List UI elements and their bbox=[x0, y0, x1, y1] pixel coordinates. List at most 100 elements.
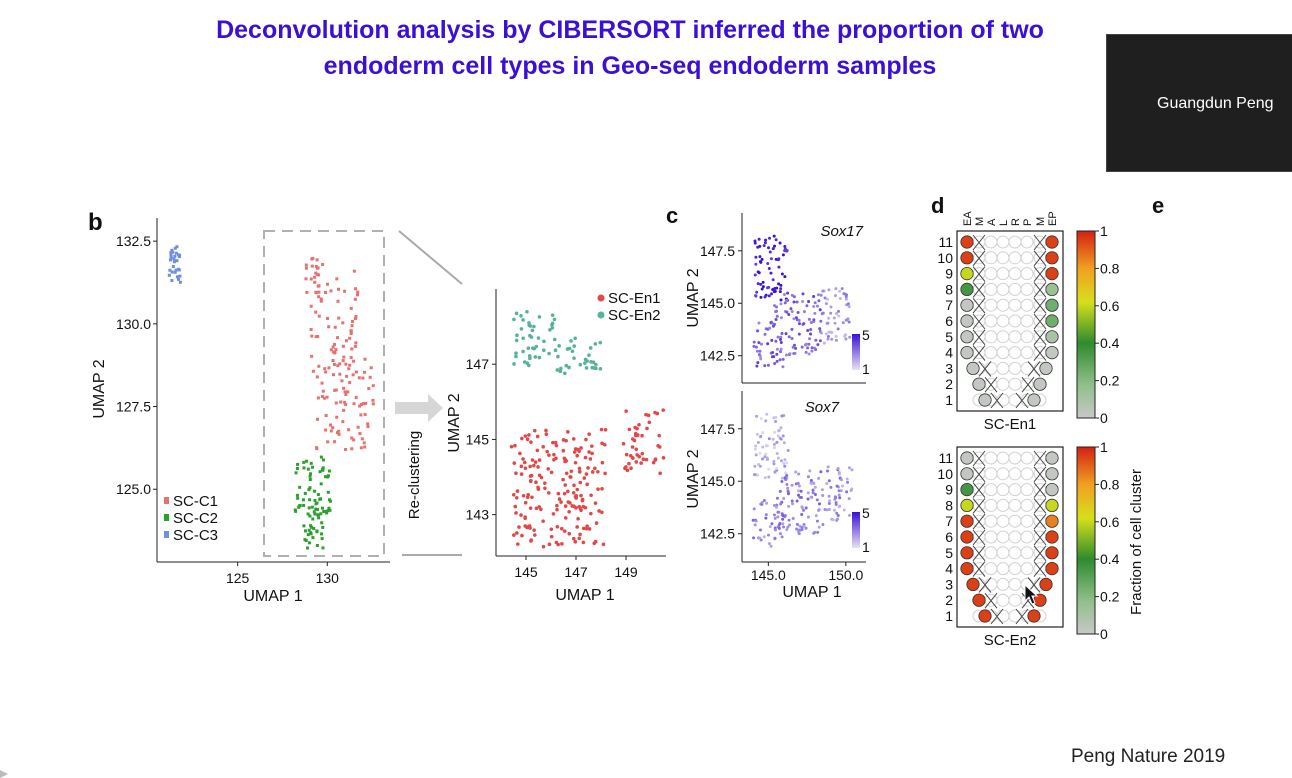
point bbox=[363, 357, 367, 361]
point bbox=[342, 408, 346, 412]
fraction-spot bbox=[1045, 530, 1059, 544]
point bbox=[554, 443, 559, 448]
column-labels: EA M A L R P M EP bbox=[962, 211, 1059, 226]
point bbox=[804, 526, 808, 530]
point bbox=[661, 408, 666, 412]
fraction-spot bbox=[960, 345, 974, 360]
column-label: EP bbox=[1047, 211, 1059, 226]
point bbox=[523, 500, 528, 505]
point bbox=[833, 294, 837, 298]
point bbox=[315, 543, 319, 547]
empty-spot bbox=[996, 498, 1010, 512]
lattice-line bbox=[972, 313, 986, 330]
point bbox=[319, 455, 323, 459]
point bbox=[561, 448, 566, 453]
point bbox=[550, 321, 555, 326]
point bbox=[624, 452, 629, 457]
point bbox=[600, 460, 605, 465]
point bbox=[331, 426, 335, 430]
gene-title: Sox7 bbox=[805, 399, 840, 416]
point bbox=[587, 432, 591, 437]
point bbox=[813, 530, 817, 534]
lattice-line bbox=[1033, 466, 1047, 483]
point bbox=[827, 316, 831, 320]
point bbox=[760, 257, 764, 261]
point bbox=[537, 473, 542, 478]
point bbox=[337, 287, 341, 291]
selection-box bbox=[263, 230, 385, 557]
point bbox=[522, 360, 527, 364]
point bbox=[829, 485, 833, 489]
point bbox=[319, 299, 323, 303]
point bbox=[176, 277, 180, 281]
point bbox=[336, 364, 340, 368]
lattice-line bbox=[1033, 297, 1047, 314]
point bbox=[831, 518, 835, 522]
point bbox=[309, 461, 313, 465]
point bbox=[321, 546, 325, 550]
point bbox=[321, 262, 325, 266]
point bbox=[837, 472, 841, 476]
empty-spot bbox=[984, 282, 998, 296]
fraction-spot bbox=[1033, 377, 1047, 391]
point bbox=[755, 432, 759, 436]
point bbox=[819, 319, 823, 323]
colorbar-tick-label: 0.6 bbox=[1100, 298, 1120, 314]
point bbox=[844, 297, 848, 301]
y-tick-label: 127.5 bbox=[116, 399, 151, 415]
point bbox=[315, 258, 319, 262]
point bbox=[308, 474, 312, 478]
point bbox=[534, 506, 539, 511]
point bbox=[809, 478, 813, 482]
point bbox=[792, 317, 796, 321]
point bbox=[562, 491, 567, 496]
point bbox=[621, 441, 626, 446]
participant-video-tile[interactable]: Guangdun Peng bbox=[1106, 34, 1292, 172]
point bbox=[327, 498, 331, 502]
point bbox=[657, 433, 662, 438]
point bbox=[779, 302, 783, 306]
point bbox=[349, 356, 353, 360]
point bbox=[844, 333, 848, 337]
row-label: 5 bbox=[945, 329, 953, 345]
legend-swatch bbox=[164, 497, 169, 504]
point bbox=[806, 346, 810, 350]
point bbox=[825, 482, 829, 486]
empty-spot bbox=[1020, 282, 1034, 296]
point bbox=[815, 304, 819, 308]
legend-label: SC-En1 bbox=[608, 290, 661, 307]
point bbox=[590, 365, 595, 370]
empty-spot bbox=[1008, 330, 1022, 344]
x-tick-label: 147 bbox=[564, 564, 588, 580]
point bbox=[371, 398, 375, 402]
point bbox=[824, 332, 828, 336]
point bbox=[658, 471, 662, 476]
point bbox=[331, 373, 335, 377]
point bbox=[791, 516, 795, 520]
point bbox=[339, 400, 343, 404]
point bbox=[557, 344, 561, 348]
point bbox=[366, 425, 370, 429]
point bbox=[175, 245, 179, 249]
point bbox=[169, 250, 173, 254]
point bbox=[348, 336, 352, 340]
point bbox=[753, 241, 757, 245]
point bbox=[552, 337, 557, 342]
point bbox=[352, 402, 356, 406]
point bbox=[820, 312, 824, 316]
legend-swatch bbox=[597, 294, 605, 302]
point bbox=[778, 290, 782, 294]
fraction-spot bbox=[960, 467, 974, 481]
point bbox=[511, 492, 516, 497]
slide-title-line-2: endoderm cell types in Geo-seq endoderm … bbox=[323, 52, 937, 80]
point bbox=[777, 257, 781, 261]
empty-spot bbox=[1008, 577, 1022, 591]
point bbox=[320, 395, 324, 399]
point bbox=[771, 350, 775, 354]
point bbox=[774, 420, 778, 424]
point bbox=[341, 321, 345, 325]
point bbox=[809, 495, 813, 499]
point bbox=[603, 427, 608, 432]
point bbox=[340, 379, 344, 383]
point bbox=[633, 431, 638, 436]
